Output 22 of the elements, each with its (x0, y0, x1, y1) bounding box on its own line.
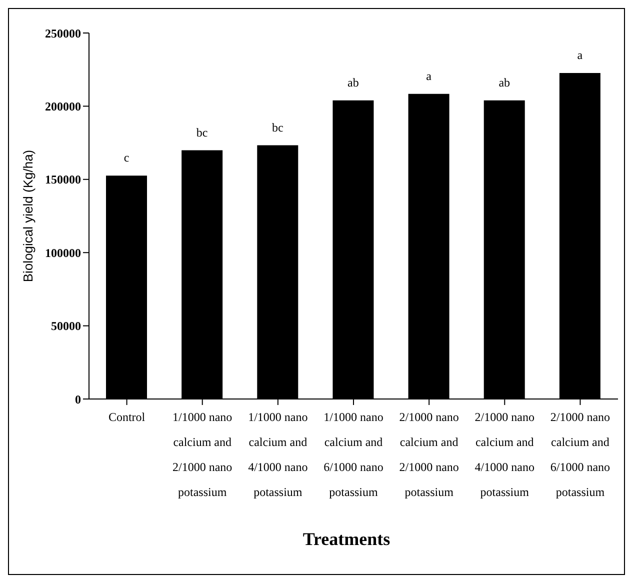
data-label: a (577, 48, 584, 62)
data-label: a (426, 68, 432, 83)
x-tick-label: Control (108, 410, 146, 424)
x-tick-label: 2/1000 nano calcium and 6/1000 nano potassium (550, 410, 610, 499)
y-axis-title: Biological yield (Kg/ha) (20, 150, 36, 282)
data-label: ab (498, 75, 510, 90)
x-tick-label: 1/1000 nano calcium and 2/1000 nano potassium (172, 410, 232, 499)
y-tick-label: 200000 (45, 99, 81, 114)
x-tick-label: 2/1000 nano calcium and 4/1000 nano potassium (474, 410, 534, 499)
data-label: bc (196, 125, 208, 140)
data-label: ab (348, 75, 359, 90)
y-tick-label: 250000 (45, 26, 81, 40)
data-label: bc (272, 120, 284, 134)
data-label: c (124, 150, 130, 165)
x-axis-title: Treatments (302, 529, 392, 550)
y-tick-label: 0 (75, 392, 81, 406)
x-tick-label: 1/1000 nano calcium and 6/1000 nano potassium (324, 410, 384, 499)
y-tick-label: 100000 (45, 246, 81, 260)
y-tick-label: 50000 (51, 319, 81, 334)
x-tick-label: 2/1000 nano calcium and 2/1000 nano potassium (399, 410, 459, 499)
y-tick-label: 150000 (45, 172, 81, 187)
x-tick-label: 1/1000 nano calcium and 4/1000 nano potassium (248, 410, 308, 499)
